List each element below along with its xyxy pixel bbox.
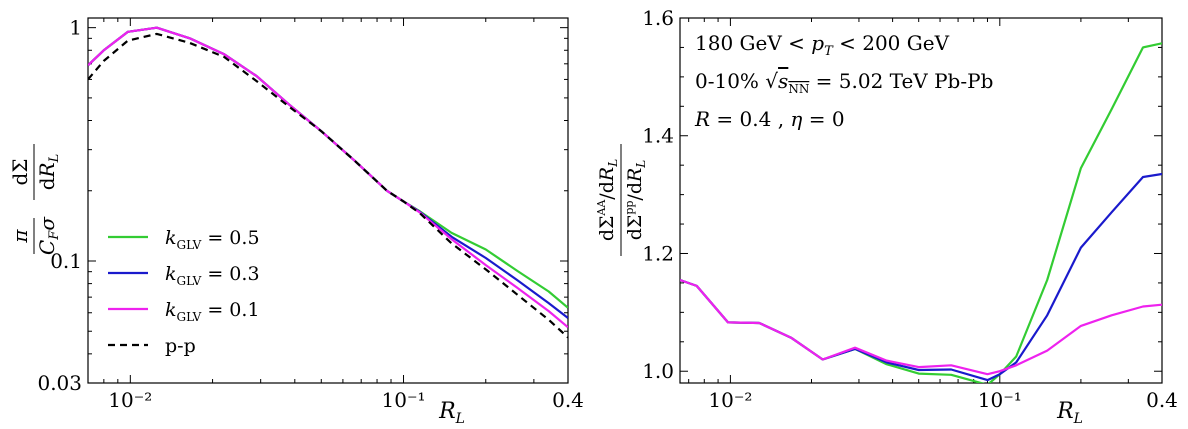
series-line-k-glv-0-3 [88,26,568,319]
legend-label: kGLV = 0.5 [165,227,260,252]
annotation-jet-params: R = 0.4 , η = 0 [694,107,845,131]
left-x-axis-label: RL [438,399,465,427]
right-tick-labels: 10⁻² 10⁻¹ 0.4 1.0 1.2 1.4 1.6 [642,6,1178,412]
annotation-pt-range: 180 GeV < pT < 200 GeV [695,31,950,59]
legend: kGLV = 0.5 kGLV = 0.3 kGLV = 0.1 p-p [108,227,260,357]
x-tick-label: 10⁻¹ [978,388,1022,412]
left-ticks [87,18,569,384]
right-plot-frame [679,17,1163,384]
right-series-lines [680,42,1162,383]
legend-label: p-p [165,335,196,357]
series-line-k-glv-0-3 [680,172,1162,382]
svg-text:dΣAA/dRL: dΣAA/dRL [595,159,620,241]
svg-text:dRL: dRL [35,154,62,191]
right-x-axis-label: RL [1056,399,1083,427]
y-tick-label: 1.4 [642,124,674,148]
x-tick-label: 10⁻² [108,388,152,412]
right-panel: 10⁻² 10⁻¹ 0.4 1.0 1.2 1.4 1.6 dΣAA/dRL dΣpp/dR… [595,6,1178,427]
left-series-lines [88,26,568,339]
svg-text:dΣpp/dRL: dΣpp/dRL [623,160,648,241]
series-line-k-glv-0-5 [680,42,1162,383]
y-tick-label: 1.0 [642,359,674,383]
svg-text:CFσ: CFσ [35,216,62,255]
y-tick-label: 1 [69,16,82,40]
series-line-k-glv-0-1 [680,278,1162,376]
series-line-p-p [88,32,568,339]
x-tick-label: 0.4 [1146,388,1178,412]
y-tick-label: 1.2 [642,241,674,265]
series-line-k-glv-0-1 [88,26,568,329]
y-tick-label: 0.1 [50,249,82,273]
right-ticks [680,17,1163,383]
left-plot-frame [87,17,569,384]
x-tick-label: 0.4 [552,388,584,412]
svg-text:dΣ: dΣ [8,159,32,186]
x-tick-label: 10⁻¹ [382,388,426,412]
svg-text:π: π [8,229,32,244]
legend-label: kGLV = 0.3 [165,263,260,288]
right-y-axis-label: dΣAA/dRL dΣpp/dRL [595,144,648,256]
legend-label: kGLV = 0.1 [165,299,260,324]
left-panel: 10⁻² 10⁻¹ 0.4 1 0.1 0.03 π CFσ dΣ dRL RL kGLV… [8,16,584,427]
left-tick-labels: 10⁻² 10⁻¹ 0.4 1 0.1 0.03 [37,16,583,412]
y-tick-label: 1.6 [642,6,674,30]
y-tick-label: 0.03 [37,371,82,395]
annotation-collision: 0-10% √sNN = 5.02 TeV Pb-Pb [695,69,993,96]
left-y-axis-label: π CFσ dΣ dRL [8,144,62,255]
x-tick-label: 10⁻² [708,388,752,412]
